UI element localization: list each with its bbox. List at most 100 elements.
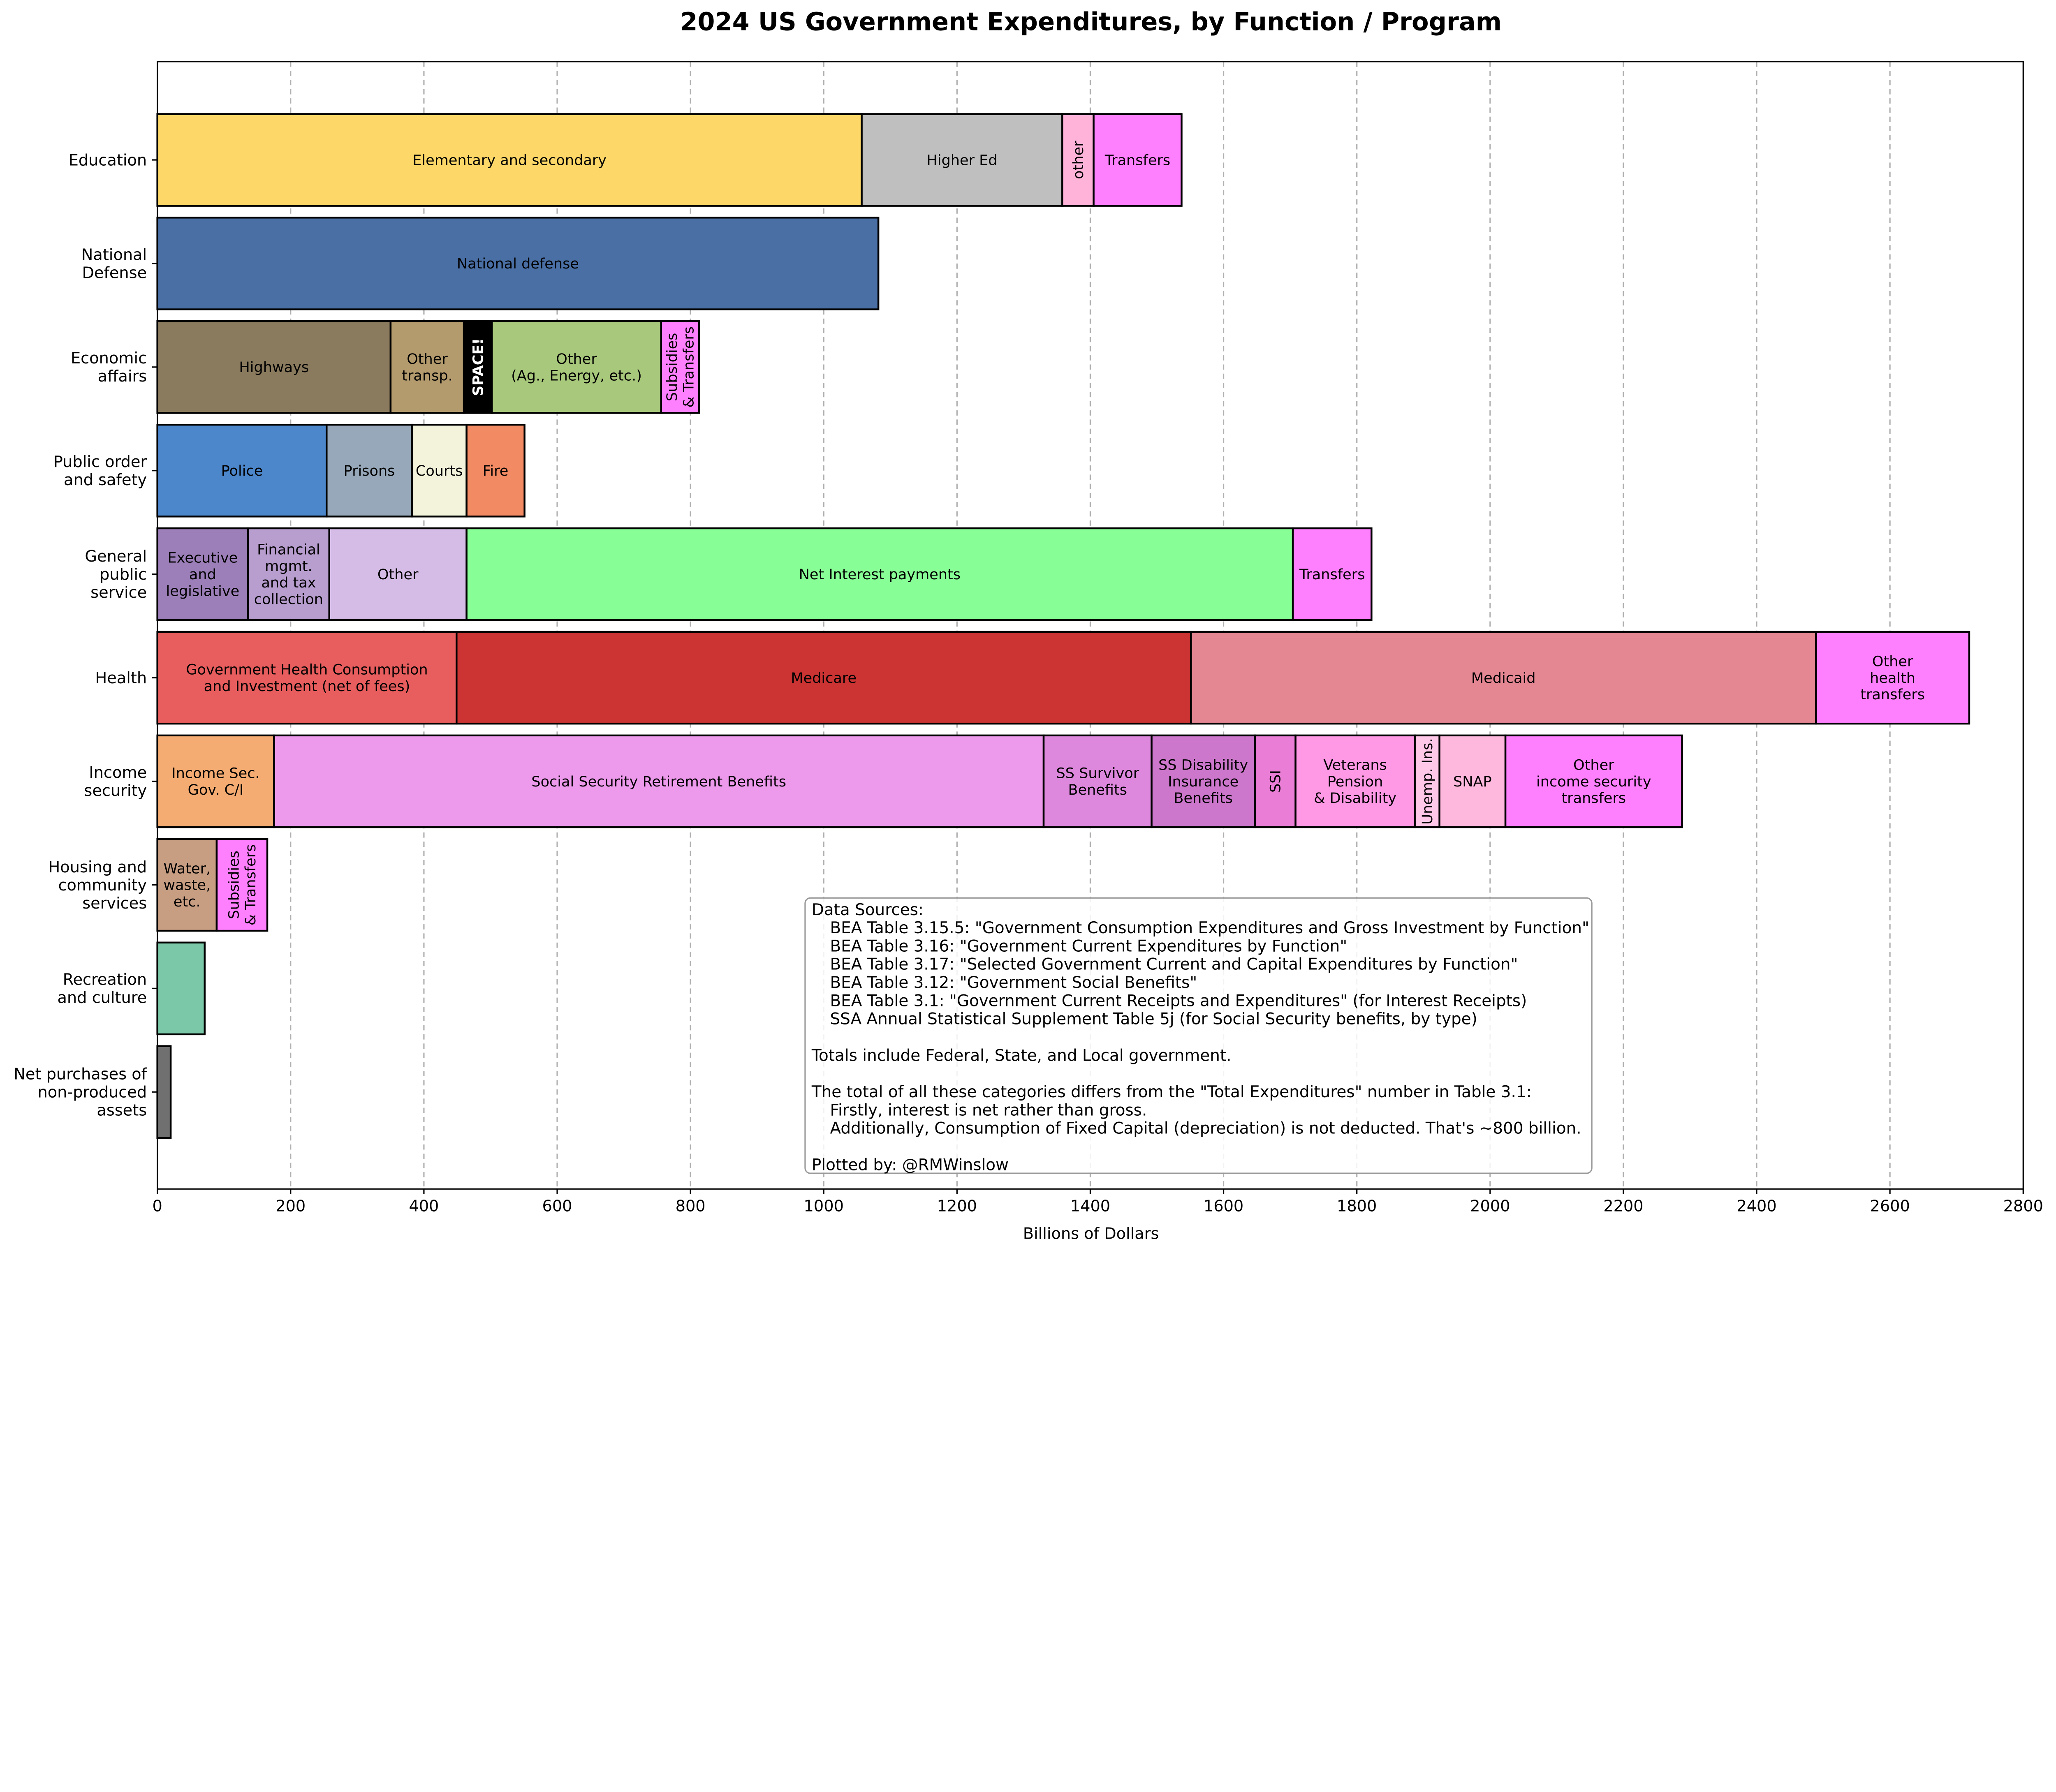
bar-segment	[156, 320, 392, 414]
y-tick-label: General public service	[85, 547, 147, 602]
bar-segment	[156, 941, 206, 1036]
x-tick-label: 2800	[2003, 1197, 2043, 1215]
bar-segment-label: Veterans Pension & Disability	[1314, 756, 1396, 807]
bar-segment	[1504, 734, 1683, 828]
bar-segment-label: Fire	[483, 462, 509, 479]
annotation-line: Plotted by: @RMWinslow	[812, 1156, 1009, 1174]
bar-segment	[465, 423, 526, 518]
bar-segment-label: Unemp. Ins.	[1419, 738, 1436, 824]
bar-segment	[1093, 113, 1183, 207]
annotation-line: Data Sources:	[812, 901, 924, 919]
annotation-line: BEA Table 3.1: "Government Current Recei…	[830, 992, 1527, 1010]
bar-segment	[389, 320, 465, 414]
bar-segment-label: Financial mgmt. and tax collection	[254, 541, 323, 608]
bar-segment	[1151, 734, 1256, 828]
bar-segment-label: Other health transfers	[1860, 653, 1925, 703]
bar-segment	[156, 113, 863, 207]
annotation-line: SSA Annual Statistical Supplement Table …	[830, 1010, 1477, 1029]
x-tick-label: 2000	[1470, 1197, 1510, 1215]
x-tick-label: 200	[276, 1197, 306, 1215]
bar-segment-label: SNAP	[1453, 773, 1492, 790]
bar-segment-label: SS Survivor Benefits	[1056, 765, 1139, 798]
bar-segment	[328, 527, 468, 621]
bar-segment-label: Elementary and secondary	[412, 152, 607, 169]
bar-segment-label: National defense	[457, 255, 579, 272]
bar-segment	[491, 320, 662, 414]
y-tick-label: Economic affairs	[71, 349, 147, 386]
bar-segment-label: Courts	[416, 462, 463, 479]
x-tick-label: 0	[152, 1197, 162, 1215]
bar-segment	[247, 527, 331, 621]
annotation-line: Firstly, interest is net rather than gro…	[830, 1101, 1147, 1119]
x-tick-label: 2200	[1603, 1197, 1643, 1215]
x-tick-label: 1600	[1204, 1197, 1243, 1215]
annotation-line: The total of all these categories differ…	[811, 1083, 1532, 1101]
bar-segment	[1254, 734, 1297, 828]
bar-segment-label: Net Interest payments	[799, 566, 961, 583]
bar-segment-label: other	[1070, 141, 1087, 179]
bar-segment-label: Subsidies& Transfers	[226, 844, 259, 926]
bar-segment-label: Higher Ed	[926, 152, 997, 169]
bar-segment-label: Executive and legislative	[166, 550, 240, 600]
bars: Elementary and secondary Higher Ed other Tr…	[156, 113, 1970, 1139]
x-tick-label: 800	[676, 1197, 706, 1215]
bar-segment-label: Water, waste, etc.	[163, 860, 211, 910]
bar-segment-label: Medicare	[791, 670, 857, 687]
x-tick-label: 2400	[1736, 1197, 1776, 1215]
bar-segment	[156, 527, 249, 621]
bar-segment-label: SSI	[1267, 770, 1284, 793]
bar-segment-label: Other	[377, 566, 419, 583]
y-tick-label: Education	[69, 151, 147, 169]
x-tick-label: 600	[542, 1197, 572, 1215]
bar-segment	[463, 320, 493, 414]
bar-segment	[456, 631, 1192, 725]
chart-title: 2024 US Government Expenditures, by Func…	[680, 7, 1502, 36]
bar-segment	[465, 527, 1294, 621]
bar-segment	[1292, 527, 1373, 621]
bar-segment	[660, 320, 700, 414]
bar-segment-label: Other (Ag., Energy, etc.)	[511, 351, 642, 384]
bar-segment	[156, 217, 880, 310]
annotation-line: Totals include Federal, State, and Local…	[811, 1046, 1232, 1065]
y-tick-label: Public order and safety	[53, 453, 147, 489]
bar-segment-label: Subsidies& Transfers	[664, 326, 697, 408]
bar-segment	[156, 423, 328, 518]
y-tick-label: National Defense	[81, 245, 147, 282]
bar-segment-label: Social Security Retirement Benefits	[531, 773, 786, 790]
y-tick-label: Health	[95, 669, 147, 687]
x-tick-label: 400	[409, 1197, 439, 1215]
y-tick-label: Housing and community services	[49, 858, 147, 913]
bar-segment	[215, 838, 269, 932]
x-tick-label: 1000	[804, 1197, 844, 1215]
x-axis-label: Billions of Dollars	[1023, 1224, 1159, 1243]
bar-segment-label: Transfers	[1299, 566, 1365, 583]
bar-segment-label: Police	[221, 462, 263, 479]
annotation-line: Additionally, Consumption of Fixed Capit…	[830, 1119, 1581, 1138]
bar-segment	[156, 631, 458, 725]
bar-segment-label: Prisons	[344, 462, 395, 479]
bar-segment	[156, 734, 275, 828]
bar-segment-label: Other transp.	[402, 351, 453, 384]
x-axis: 0 200 400 600 800 1000 1200 1400 1600 1800 2000 220…	[152, 1189, 2043, 1215]
bar-segment	[1815, 631, 1970, 725]
y-axis: Education National Defense Economic affairs P…	[14, 151, 157, 1120]
bar-segment-label: Income Sec. Gov. C/I	[171, 765, 259, 798]
bar-segment-label: SPACE!	[470, 338, 486, 396]
y-tick-label: Recreation and culture	[57, 971, 147, 1007]
bar-segment	[1294, 734, 1416, 828]
bar-segment-label: Government Health Consumption and Investm…	[186, 661, 428, 695]
stacked-bar-chart: 2024 US Government Expenditures, by Func…	[14, 7, 2043, 1243]
bar-segment	[156, 1045, 172, 1139]
bar-segment-label: Other income security transfers	[1536, 756, 1651, 807]
annotation-line: BEA Table 3.16: "Government Current Expe…	[830, 937, 1347, 955]
bar-segment	[1061, 113, 1095, 207]
annotation-box: Data Sources:BEA Table 3.15.5: "Governme…	[804, 897, 1593, 1174]
bar-segment	[326, 423, 413, 518]
y-tick-label: Income security	[84, 763, 147, 800]
x-tick-label: 1400	[1070, 1197, 1110, 1215]
bar-segment-label: Medicaid	[1471, 670, 1536, 687]
annotation-line: BEA Table 3.15.5: "Government Consumptio…	[830, 919, 1589, 937]
x-tick-label: 2600	[1870, 1197, 1910, 1215]
bar-segment	[1042, 734, 1153, 828]
annotation-line: BEA Table 3.17: "Selected Government Cur…	[830, 955, 1518, 974]
